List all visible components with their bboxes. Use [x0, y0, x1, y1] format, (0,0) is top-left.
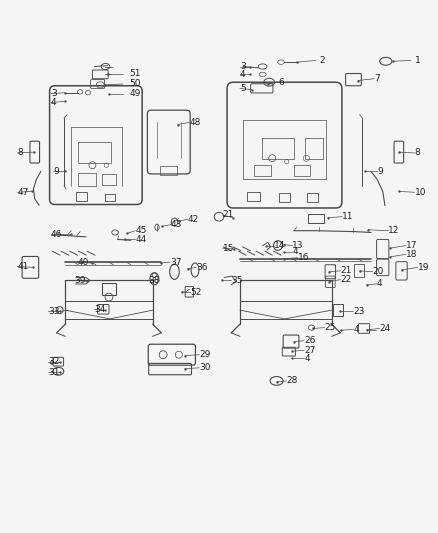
Text: 22: 22 [340, 275, 352, 284]
Text: 5: 5 [240, 84, 246, 93]
Text: 16: 16 [297, 253, 309, 262]
Text: 1: 1 [415, 56, 420, 65]
Text: 6: 6 [278, 78, 284, 87]
Text: 25: 25 [325, 323, 336, 332]
Text: 41: 41 [17, 262, 28, 271]
Bar [333, 304, 343, 316]
Text: 9: 9 [377, 167, 383, 176]
Text: 51: 51 [130, 69, 141, 78]
Text: 38: 38 [148, 276, 160, 285]
Text: 29: 29 [199, 350, 211, 359]
Text: 7: 7 [374, 74, 380, 83]
Text: 32: 32 [48, 357, 59, 366]
Text: 46: 46 [51, 230, 62, 239]
Text: 31: 31 [48, 368, 59, 377]
Bar [354, 264, 364, 277]
Text: 2: 2 [319, 56, 325, 65]
Text: 23: 23 [353, 306, 365, 316]
Bar [78, 173, 96, 185]
Text: 19: 19 [418, 263, 429, 272]
Text: 24: 24 [380, 324, 391, 333]
Bar [247, 192, 260, 201]
Bar [307, 214, 324, 223]
Text: 17: 17 [406, 241, 417, 250]
Bar [307, 193, 318, 202]
Text: 10: 10 [415, 188, 426, 197]
Text: 21: 21 [340, 266, 352, 276]
Bar [160, 166, 177, 175]
Text: 21: 21 [223, 211, 234, 220]
Text: 4: 4 [377, 279, 383, 288]
Bar [254, 165, 271, 176]
Bar [76, 192, 87, 201]
Text: 44: 44 [135, 235, 146, 244]
Text: 34: 34 [95, 305, 106, 314]
Text: 20: 20 [373, 267, 384, 276]
Text: 4: 4 [292, 247, 298, 256]
Text: 37: 37 [170, 257, 182, 266]
Text: 8: 8 [415, 149, 420, 157]
Text: 47: 47 [17, 188, 28, 197]
Bar [105, 193, 115, 201]
Text: 35: 35 [231, 276, 243, 285]
Bar [102, 174, 116, 184]
Bar [78, 142, 111, 163]
Text: 9: 9 [53, 167, 59, 176]
Text: 45: 45 [135, 226, 147, 235]
Text: 11: 11 [342, 212, 353, 221]
Text: 4: 4 [51, 98, 57, 107]
Bar [293, 165, 310, 176]
Text: 30: 30 [199, 364, 211, 372]
Text: 52: 52 [191, 288, 202, 297]
Bar [261, 138, 294, 159]
Bar [279, 193, 290, 202]
Text: 39: 39 [74, 276, 85, 285]
Bar [102, 283, 116, 295]
Text: 13: 13 [292, 241, 304, 250]
Text: 26: 26 [304, 336, 315, 345]
Text: 4: 4 [240, 70, 246, 79]
Text: 4: 4 [353, 325, 359, 334]
Text: 40: 40 [77, 257, 88, 266]
Text: 43: 43 [171, 220, 182, 229]
Text: 8: 8 [17, 149, 23, 157]
Text: 3: 3 [51, 89, 57, 98]
Bar [305, 138, 323, 159]
Text: 42: 42 [187, 215, 199, 224]
Text: 36: 36 [196, 263, 208, 272]
Text: 28: 28 [287, 376, 298, 385]
Text: 48: 48 [189, 118, 201, 127]
Text: 50: 50 [130, 79, 141, 88]
Text: 33: 33 [48, 306, 59, 316]
Text: 12: 12 [389, 226, 400, 235]
Text: 14: 14 [274, 241, 285, 250]
Text: 49: 49 [130, 89, 141, 98]
Text: 18: 18 [406, 250, 417, 259]
Text: 15: 15 [223, 244, 234, 253]
Text: 27: 27 [304, 346, 315, 355]
Text: 3: 3 [240, 62, 246, 71]
Text: 4: 4 [304, 354, 310, 362]
